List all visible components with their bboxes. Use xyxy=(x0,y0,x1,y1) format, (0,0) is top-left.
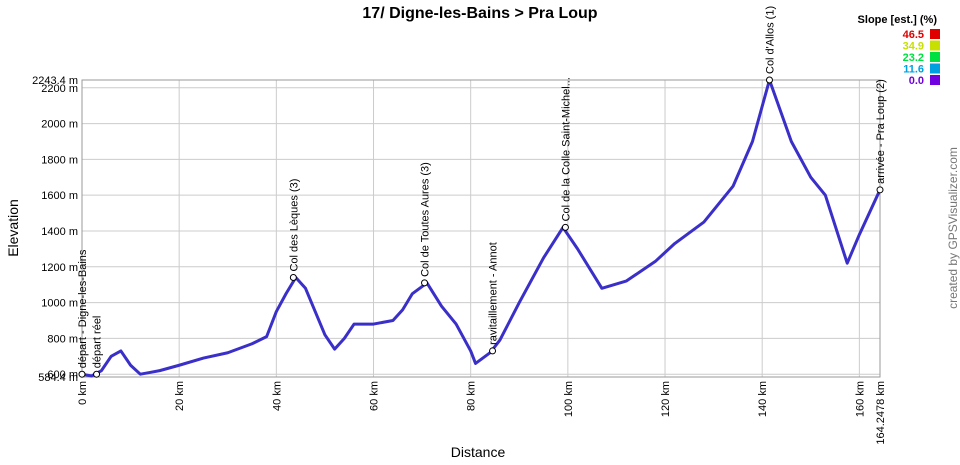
x-tick-label: 160 km xyxy=(854,381,866,417)
legend-label: 0.0 xyxy=(909,75,924,87)
waypoint xyxy=(489,347,497,355)
x-tick-label: 120 km xyxy=(660,381,672,417)
legend-label: 11.6 xyxy=(903,64,924,76)
y-tick-label: 2200 m xyxy=(41,83,78,95)
waypoint-label: Col de Toutes Aures (3) xyxy=(420,162,432,277)
waypoint-label: ravitaillement - Annot xyxy=(488,242,500,345)
x-tick-label: 0 km xyxy=(77,381,89,405)
x-tick-label: 100 km xyxy=(563,381,575,417)
y-tick-label: 1200 m xyxy=(41,262,78,274)
x-tick-label: 40 km xyxy=(271,381,283,411)
waypoint xyxy=(765,76,773,84)
waypoint xyxy=(876,186,884,194)
y-axis-label: Elevation xyxy=(5,199,21,257)
x-axis-label: Distance xyxy=(451,444,506,460)
y-tick-label: 600 m xyxy=(47,369,78,381)
waypoint xyxy=(78,370,86,378)
y-tick-label: 2243.4 m xyxy=(32,75,78,87)
legend-label: 23.2 xyxy=(903,52,924,64)
y-tick-label: 584.4 m xyxy=(38,372,78,384)
legend-swatch xyxy=(930,40,940,51)
waypoint xyxy=(93,370,101,378)
legend-label: 34.9 xyxy=(903,41,924,53)
waypoint-label: Col d'Allos (1) xyxy=(764,6,776,74)
waypoint xyxy=(421,279,429,287)
waypoint-label: arrivée - Pra Loup (2) xyxy=(875,79,887,184)
y-tick-label: 800 m xyxy=(47,333,78,345)
y-tick-label: 1800 m xyxy=(41,154,78,166)
waypoint xyxy=(289,274,297,282)
waypoint-label: Col des Lèques (3) xyxy=(288,179,300,272)
legend-title: Slope [est.] (%) xyxy=(858,14,938,26)
x-tick-label: 140 km xyxy=(757,381,769,417)
legend-label: 46.5 xyxy=(903,29,924,41)
waypoint xyxy=(561,223,569,231)
waypoint-label: départ - Digne-les-Bains xyxy=(77,249,89,368)
elevation-line xyxy=(81,78,882,378)
credit: created by GPSVisualizer.com xyxy=(946,147,960,309)
waypoint-label: départ réel xyxy=(92,316,104,369)
y-tick-label: 2000 m xyxy=(41,119,78,131)
x-tick-label: 60 km xyxy=(369,381,381,411)
legend-swatch xyxy=(930,63,940,74)
y-tick-label: 1600 m xyxy=(41,190,78,202)
x-tick-label: 20 km xyxy=(174,381,186,411)
x-tick-label: 164.2478 km xyxy=(875,381,887,445)
waypoint-label: Col de la Colle Saint-Michel... xyxy=(560,77,572,221)
plot-frame xyxy=(81,79,881,378)
legend-swatch xyxy=(930,29,940,39)
y-tick-label: 1000 m xyxy=(41,298,78,310)
y-tick-label: 1400 m xyxy=(41,226,78,238)
chart-title: 17/ Digne-les-Bains > Pra Loup xyxy=(362,5,597,22)
x-tick-label: 80 km xyxy=(466,381,478,411)
legend-swatch xyxy=(930,52,940,62)
legend-swatch xyxy=(930,75,940,85)
